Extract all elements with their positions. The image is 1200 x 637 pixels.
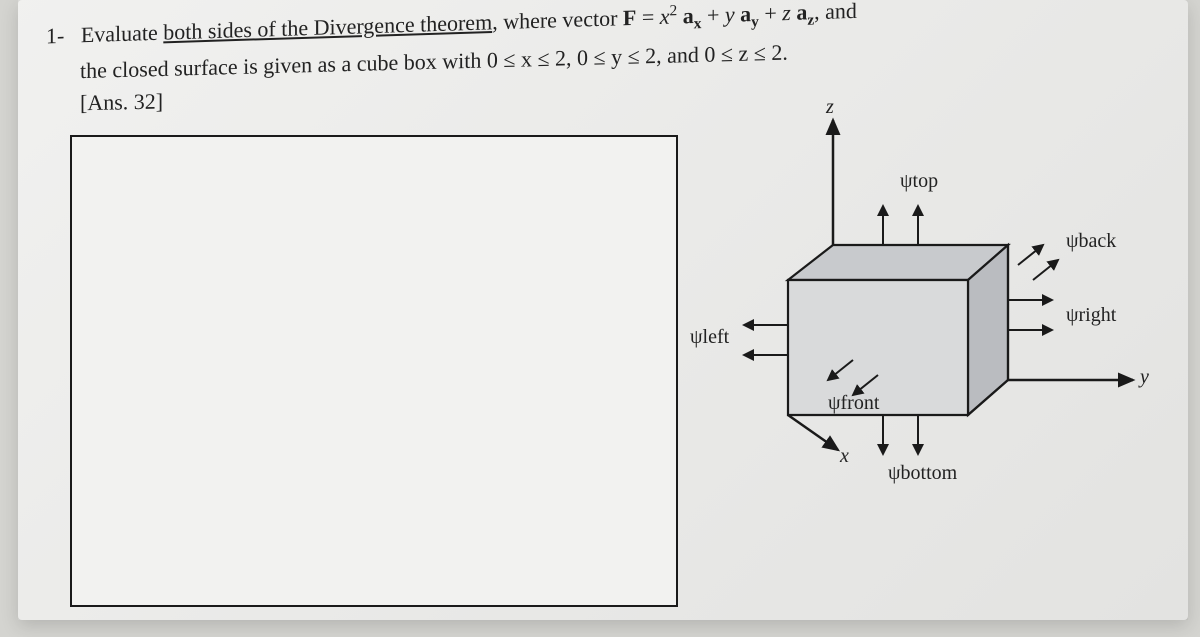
- face-top-label: ψtop: [900, 170, 938, 193]
- line1-underlined: both sides of the Divergence theorem: [163, 9, 492, 44]
- face-back-label: ψback: [1066, 230, 1116, 253]
- cube-svg: [678, 90, 1198, 520]
- vector-plus1: +: [701, 2, 724, 28]
- line1-prefix: Evaluate: [81, 20, 163, 48]
- vector-z: z: [782, 0, 796, 25]
- vector-y: y: [725, 2, 740, 27]
- face-right-label: ψright: [1066, 304, 1116, 327]
- vector-plus2: +: [759, 0, 782, 26]
- vector-az: a: [796, 0, 807, 25]
- vector-ay: a: [740, 1, 751, 26]
- answer-label: [Ans. 32]: [80, 88, 163, 115]
- axis-y-label: y: [1140, 366, 1149, 389]
- face-left-label: ψleft: [690, 326, 729, 349]
- face-bottom-label: ψbottom: [888, 462, 957, 485]
- cube-figure: z y x ψtop ψbottom ψleft ψright ψfront ψ…: [678, 90, 1198, 520]
- problem-number: 1-: [46, 23, 64, 49]
- vector-F: F: [623, 5, 636, 30]
- vector-ay-sub: y: [751, 13, 759, 30]
- vector-sq: 2: [670, 2, 678, 19]
- axis-x-label: x: [840, 445, 849, 468]
- cube-faces: [788, 245, 1008, 415]
- vector-ax: a: [683, 3, 694, 28]
- axis-z-label: z: [826, 96, 834, 119]
- work-area-box: [70, 135, 678, 607]
- vector-tail: , and: [814, 0, 857, 24]
- vector-x: x: [660, 4, 670, 29]
- paper-sheet: 1- Evaluate both sides of the Divergence…: [18, 0, 1188, 620]
- line1-suffix-a: , where vector: [492, 5, 623, 34]
- vector-eq: =: [636, 4, 659, 30]
- face-front-label: ψfront: [828, 392, 879, 415]
